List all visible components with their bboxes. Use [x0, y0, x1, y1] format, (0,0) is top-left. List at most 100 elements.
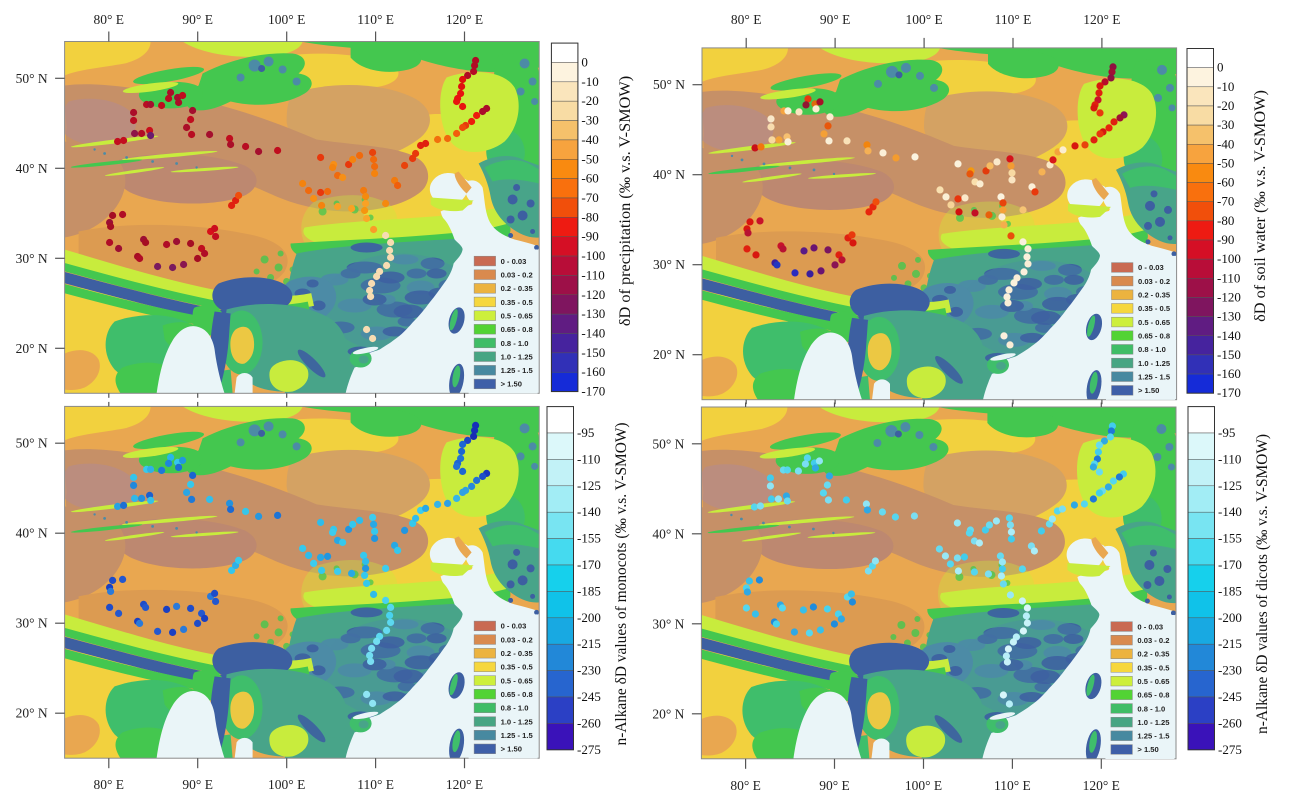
svg-text:-130: -130 [581, 306, 605, 321]
svg-text:120° E: 120° E [446, 12, 483, 27]
svg-text:50° N: 50° N [653, 77, 685, 92]
svg-text:30° N: 30° N [653, 257, 685, 272]
svg-text:-170: -170 [1217, 385, 1241, 400]
svg-text:-215: -215 [577, 636, 601, 651]
svg-text:-170: -170 [581, 384, 605, 399]
svg-text:-50: -50 [581, 151, 598, 166]
svg-text:-170: -170 [1218, 557, 1242, 572]
svg-text:-155: -155 [1218, 531, 1242, 546]
svg-text:100° E: 100° E [268, 12, 305, 27]
svg-text:40° N: 40° N [653, 167, 685, 182]
svg-text:-275: -275 [1218, 742, 1242, 757]
svg-text:30° N: 30° N [16, 616, 48, 631]
svg-text:110° E: 110° E [357, 12, 394, 27]
svg-text:δD of soil water (‰ v.s. V-SMO: δD of soil water (‰ v.s. V-SMOW) [1250, 90, 1269, 322]
svg-text:-20: -20 [1217, 98, 1234, 113]
svg-text:-40: -40 [581, 132, 598, 147]
svg-text:50° N: 50° N [16, 436, 48, 451]
svg-text:30° N: 30° N [652, 616, 684, 631]
svg-text:-260: -260 [577, 715, 601, 730]
svg-text:-30: -30 [1217, 117, 1234, 132]
svg-text:20° N: 20° N [653, 347, 685, 362]
svg-text:-260: -260 [1218, 715, 1242, 730]
svg-text:50° N: 50° N [652, 436, 684, 451]
svg-text:-155: -155 [577, 531, 601, 546]
svg-text:120° E: 120° E [446, 777, 483, 792]
svg-text:-200: -200 [577, 610, 601, 625]
svg-text:40° N: 40° N [16, 526, 48, 541]
svg-text:-140: -140 [1218, 504, 1242, 519]
svg-text:80° E: 80° E [94, 12, 125, 27]
svg-text:-245: -245 [577, 689, 601, 704]
svg-text:80° E: 80° E [731, 12, 762, 27]
svg-text:-125: -125 [577, 478, 601, 493]
svg-text:-245: -245 [1218, 689, 1242, 704]
svg-text:110° E: 110° E [995, 12, 1032, 27]
svg-text:-70: -70 [581, 190, 598, 205]
svg-text:-170: -170 [577, 557, 601, 572]
svg-text:110° E: 110° E [357, 777, 394, 792]
svg-text:-110: -110 [577, 451, 600, 466]
svg-text:40° N: 40° N [652, 526, 684, 541]
svg-text:-230: -230 [577, 663, 601, 678]
svg-text:-160: -160 [1217, 366, 1241, 381]
svg-text:-140: -140 [577, 504, 601, 519]
svg-text:50° N: 50° N [16, 71, 48, 86]
svg-text:-110: -110 [1217, 270, 1240, 285]
svg-text:100° E: 100° E [905, 12, 942, 27]
svg-text:100° E: 100° E [268, 777, 305, 792]
svg-text:-120: -120 [581, 287, 605, 302]
svg-text:120° E: 120° E [1083, 778, 1120, 793]
svg-text:n-Alkane δD values of monocots: n-Alkane δD values of monocots (‰ v.s. V… [613, 422, 630, 745]
svg-text:100° E: 100° E [905, 778, 942, 793]
svg-text:-10: -10 [581, 74, 598, 89]
svg-text:90° E: 90° E [182, 12, 213, 27]
svg-text:90° E: 90° E [820, 12, 851, 27]
svg-text:-185: -185 [577, 583, 601, 598]
svg-text:90° E: 90° E [819, 778, 850, 793]
svg-text:120° E: 120° E [1083, 12, 1120, 27]
svg-text:30° N: 30° N [16, 251, 48, 266]
svg-text:-80: -80 [581, 209, 598, 224]
svg-text:-20: -20 [581, 93, 598, 108]
svg-text:-95: -95 [577, 425, 594, 440]
svg-text:-60: -60 [1217, 175, 1234, 190]
svg-text:-100: -100 [1217, 251, 1241, 266]
svg-text:-60: -60 [581, 171, 598, 186]
svg-text:-50: -50 [1217, 155, 1234, 170]
svg-text:20° N: 20° N [16, 341, 48, 356]
svg-text:20° N: 20° N [16, 706, 48, 721]
svg-text:δD of precipitation (‰ v.s. V-: δD of precipitation (‰ v.s. V-SMOW) [615, 76, 634, 326]
svg-text:-80: -80 [1217, 213, 1234, 228]
svg-text:-120: -120 [1217, 289, 1241, 304]
svg-text:-110: -110 [1218, 451, 1241, 466]
svg-text:-110: -110 [581, 267, 604, 282]
svg-text:-200: -200 [1218, 610, 1242, 625]
svg-text:-150: -150 [1217, 347, 1241, 362]
svg-text:n-Alkane δD values of dicots (: n-Alkane δD values of dicots (‰ v.s. V-S… [1254, 434, 1271, 734]
svg-text:-70: -70 [1217, 194, 1234, 209]
svg-text:40° N: 40° N [16, 161, 48, 176]
svg-text:110° E: 110° E [994, 778, 1031, 793]
svg-text:-90: -90 [1217, 232, 1234, 247]
svg-text:-130: -130 [1217, 309, 1241, 324]
svg-text:-40: -40 [1217, 136, 1234, 151]
svg-text:-100: -100 [581, 248, 605, 263]
svg-text:90° E: 90° E [182, 777, 213, 792]
svg-text:-140: -140 [581, 326, 605, 341]
svg-text:20° N: 20° N [652, 706, 684, 721]
svg-text:-230: -230 [1218, 663, 1242, 678]
svg-text:-95: -95 [1218, 425, 1235, 440]
svg-text:0: 0 [581, 54, 588, 69]
svg-text:-10: -10 [1217, 79, 1234, 94]
svg-text:-90: -90 [581, 229, 598, 244]
svg-text:-215: -215 [1218, 636, 1242, 651]
svg-text:-150: -150 [581, 345, 605, 360]
svg-text:-185: -185 [1218, 583, 1242, 598]
svg-text:0: 0 [1217, 60, 1224, 75]
svg-text:80° E: 80° E [730, 778, 761, 793]
svg-text:-125: -125 [1218, 478, 1242, 493]
svg-text:-275: -275 [577, 742, 601, 757]
svg-text:-140: -140 [1217, 328, 1241, 343]
svg-text:-160: -160 [581, 364, 605, 379]
